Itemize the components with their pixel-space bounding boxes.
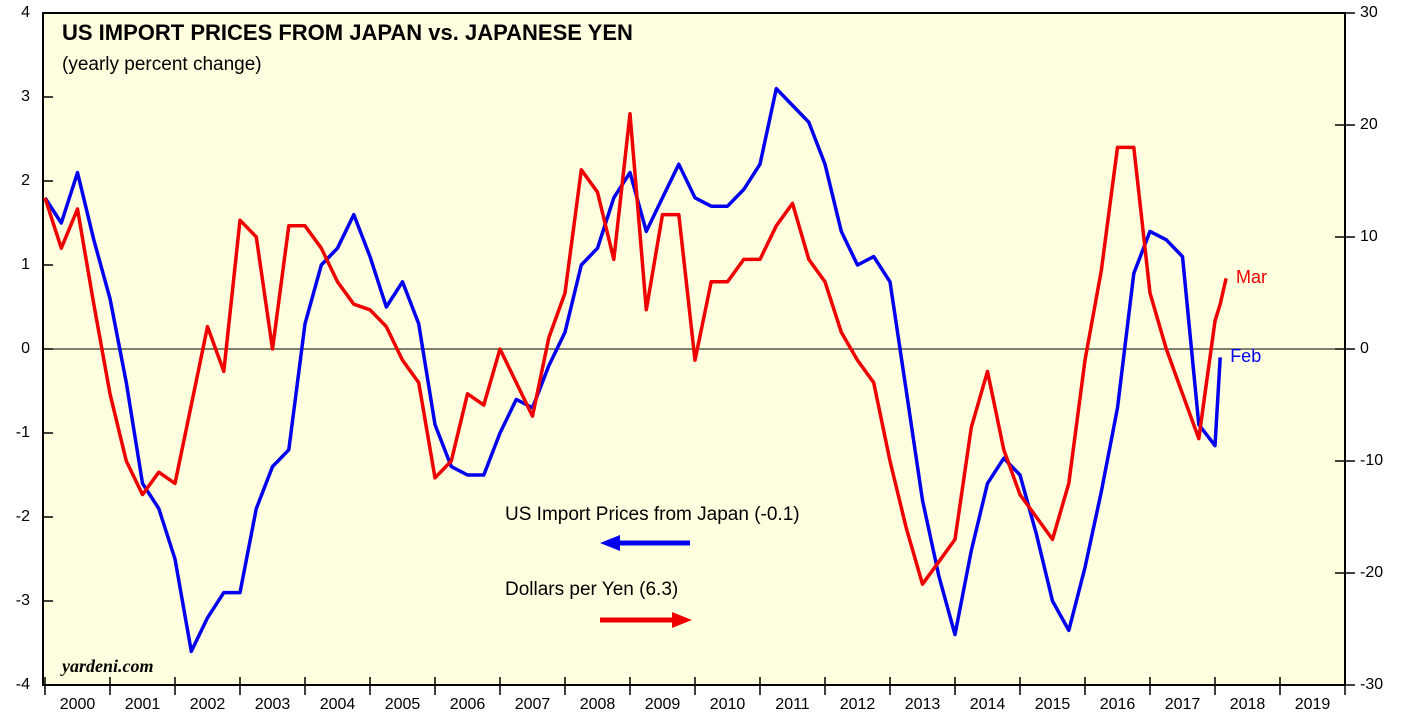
- y-tick-label: -1: [16, 424, 30, 441]
- y2-tick-label: 10: [1360, 228, 1378, 245]
- x-tick-label: 2016: [1100, 696, 1136, 713]
- y-tick-label: -2: [16, 508, 30, 525]
- x-tick-label: 2013: [905, 696, 941, 713]
- x-tick-label: 2010: [710, 696, 746, 713]
- y-tick-label: 2: [21, 172, 30, 189]
- x-tick-label: 2019: [1295, 696, 1331, 713]
- y-tick-label: 3: [21, 88, 30, 105]
- source: yardeni.com: [60, 656, 154, 676]
- x-tick-label: 2009: [645, 696, 681, 713]
- x-tick-label: 2008: [580, 696, 616, 713]
- y-tick-label: 0: [21, 340, 30, 357]
- x-tick-label: 2018: [1230, 696, 1266, 713]
- x-tick-label: 2007: [515, 696, 551, 713]
- y2-tick-label: -30: [1360, 676, 1383, 693]
- x-tick-label: 2004: [320, 696, 356, 713]
- y2-tick-label: -10: [1360, 452, 1383, 469]
- x-tick-label: 2014: [970, 696, 1006, 713]
- y-tick-label: 4: [21, 4, 30, 21]
- chart-subtitle: (yearly percent change): [62, 54, 262, 75]
- x-tick-label: 2011: [775, 696, 810, 713]
- x-tick-label: 2005: [385, 696, 421, 713]
- y2-tick-label: 30: [1360, 4, 1378, 21]
- y2-tick-label: 20: [1360, 116, 1378, 133]
- x-tick-label: 2002: [190, 696, 226, 713]
- legend-arrow: [600, 612, 692, 628]
- x-tick-label: 2003: [255, 696, 291, 713]
- y-tick-label: -4: [16, 676, 30, 693]
- legend-label: Dollars per Yen (6.3): [505, 579, 678, 600]
- y-tick-label: 1: [21, 256, 30, 273]
- x-tick-label: 2001: [125, 696, 161, 713]
- series-line: [43, 112, 1228, 586]
- chart-title: US IMPORT PRICES FROM JAPAN vs. JAPANESE…: [62, 20, 633, 45]
- x-tick-label: 2012: [840, 696, 876, 713]
- y2-tick-label: -20: [1360, 564, 1383, 581]
- x-tick-label: 2015: [1035, 696, 1071, 713]
- end-label: Mar: [1236, 267, 1267, 287]
- end-label: Feb: [1230, 346, 1261, 366]
- x-tick-label: 2017: [1165, 696, 1201, 713]
- y2-tick-label: 0: [1360, 340, 1369, 357]
- legend-arrow: [600, 535, 690, 551]
- x-tick-label: 2006: [450, 696, 486, 713]
- legend-label: US Import Prices from Japan (-0.1): [505, 504, 800, 525]
- y-tick-label: -3: [16, 592, 30, 609]
- x-tick-label: 2000: [60, 696, 96, 713]
